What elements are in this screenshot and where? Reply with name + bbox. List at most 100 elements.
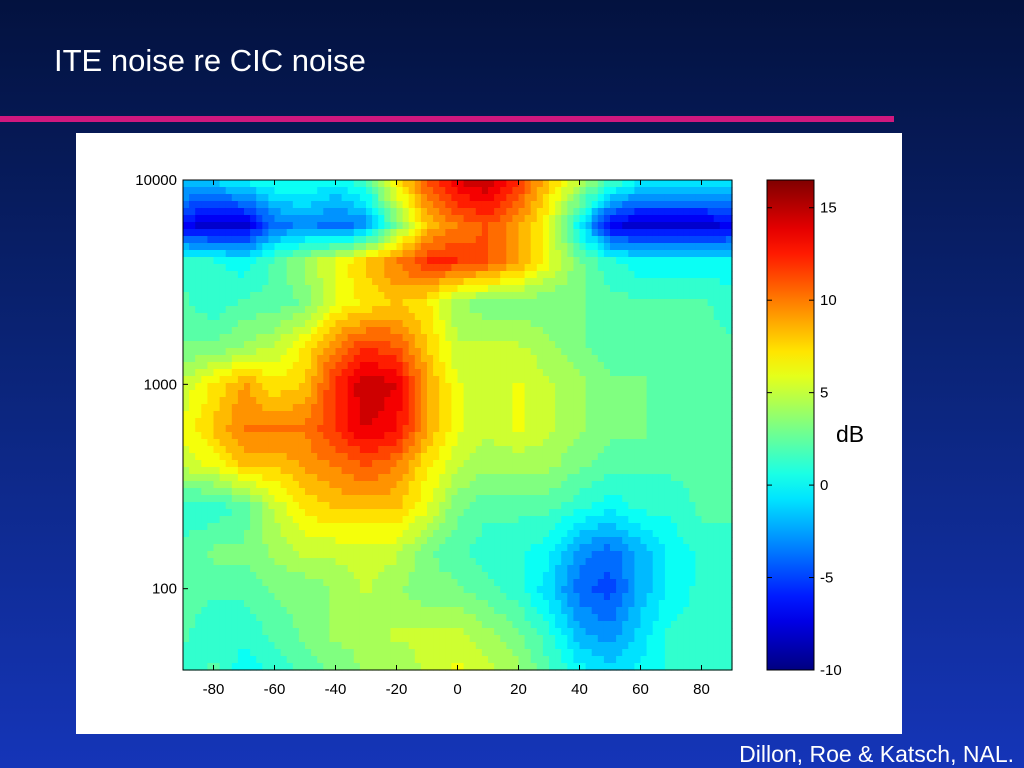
heatmap-cell: [488, 453, 495, 461]
heatmap-cell: [634, 439, 642, 447]
heatmap-cell: [542, 236, 550, 244]
heatmap-cell: [463, 306, 471, 314]
heatmap-cell: [573, 460, 581, 468]
heatmap-cell: [530, 320, 538, 328]
heatmap-cell: [311, 383, 318, 391]
heatmap-cell: [695, 222, 703, 230]
heatmap-cell: [433, 299, 440, 307]
heatmap-cell: [488, 418, 495, 426]
heatmap-cell: [427, 558, 434, 566]
heatmap-cell: [475, 264, 483, 272]
heatmap-cell: [616, 306, 623, 314]
heatmap-cell: [610, 362, 617, 370]
heatmap-cell: [512, 474, 520, 482]
heatmap-cell: [384, 369, 391, 377]
heatmap-cell: [366, 250, 373, 258]
heatmap-cell: [652, 341, 660, 349]
heatmap-cell: [561, 390, 568, 398]
heatmap-cell: [250, 460, 257, 468]
heatmap-cell: [262, 390, 269, 398]
heatmap-cell: [701, 348, 709, 356]
heatmap-cell: [347, 460, 355, 468]
heatmap-cell: [451, 467, 459, 475]
heatmap-cell: [585, 229, 593, 237]
heatmap-cell: [719, 488, 727, 496]
heatmap-cell: [347, 481, 355, 489]
heatmap-cell: [207, 369, 215, 377]
heatmap-cell: [298, 390, 306, 398]
heatmap-cell: [256, 313, 263, 321]
heatmap-cell: [488, 264, 495, 272]
heatmap-cell: [427, 369, 434, 377]
heatmap-cell: [512, 460, 520, 468]
heatmap-cell: [298, 229, 306, 237]
heatmap-cell: [439, 222, 446, 230]
heatmap-cell: [677, 460, 684, 468]
heatmap-cell: [481, 432, 489, 440]
heatmap-cell: [183, 397, 190, 405]
heatmap-cell: [189, 390, 196, 398]
heatmap-cell: [201, 306, 208, 314]
heatmap-cell: [433, 516, 440, 524]
heatmap-cell: [475, 369, 483, 377]
heatmap-cell: [701, 194, 709, 202]
heatmap-cell: [402, 222, 410, 230]
heatmap-cell: [597, 292, 605, 300]
heatmap-cell: [256, 418, 263, 426]
heatmap-cell: [573, 509, 581, 517]
heatmap-cell: [207, 285, 215, 293]
heatmap-cell: [567, 376, 574, 384]
heatmap-cell: [542, 425, 550, 433]
heatmap-cell: [677, 376, 684, 384]
heatmap-cell: [719, 467, 727, 475]
heatmap-cell: [341, 229, 349, 237]
heatmap-cell: [719, 229, 727, 237]
heatmap-cell: [439, 320, 446, 328]
heatmap-cell: [555, 292, 562, 300]
heatmap-cell: [359, 390, 367, 398]
heatmap-cell: [677, 432, 684, 440]
heatmap-cell: [573, 404, 581, 412]
heatmap-cell: [475, 516, 483, 524]
heatmap-cell: [317, 271, 324, 279]
heatmap-cell: [353, 474, 361, 482]
heatmap-cell: [518, 264, 526, 272]
heatmap-cell: [677, 509, 684, 517]
heatmap-cell: [329, 215, 337, 223]
heatmap-cell: [280, 257, 288, 265]
heatmap-cell: [640, 299, 648, 307]
heatmap-cell: [268, 446, 276, 454]
heatmap-cell: [262, 369, 269, 377]
heatmap-cell: [585, 257, 593, 265]
heatmap-cell: [390, 537, 398, 545]
heatmap-cell: [427, 236, 434, 244]
heatmap-cell: [671, 208, 678, 216]
heatmap-cell: [311, 537, 318, 545]
heatmap-cell: [500, 397, 507, 405]
heatmap-cell: [585, 439, 593, 447]
heatmap-cell: [640, 243, 648, 251]
heatmap-cell: [481, 362, 489, 370]
heatmap-cell: [244, 229, 251, 237]
heatmap-cell: [506, 243, 513, 251]
heatmap-cell: [402, 383, 410, 391]
heatmap-cell: [414, 439, 422, 447]
heatmap-cell: [481, 313, 489, 321]
heatmap-cell: [189, 404, 196, 412]
heatmap-cell: [201, 313, 208, 321]
heatmap-cell: [402, 201, 410, 209]
heatmap-cell: [463, 257, 471, 265]
heatmap-cell: [329, 551, 337, 559]
heatmap-cell: [237, 229, 245, 237]
heatmap-cell: [634, 488, 642, 496]
heatmap-cell: [244, 411, 251, 419]
heatmap-cell: [536, 362, 544, 370]
heatmap-cell: [616, 383, 623, 391]
heatmap-cell: [506, 236, 513, 244]
heatmap-cell: [201, 180, 208, 188]
heatmap-cell: [207, 558, 215, 566]
heatmap-cell: [323, 383, 330, 391]
heatmap-cell: [469, 383, 477, 391]
heatmap-cell: [579, 537, 587, 545]
